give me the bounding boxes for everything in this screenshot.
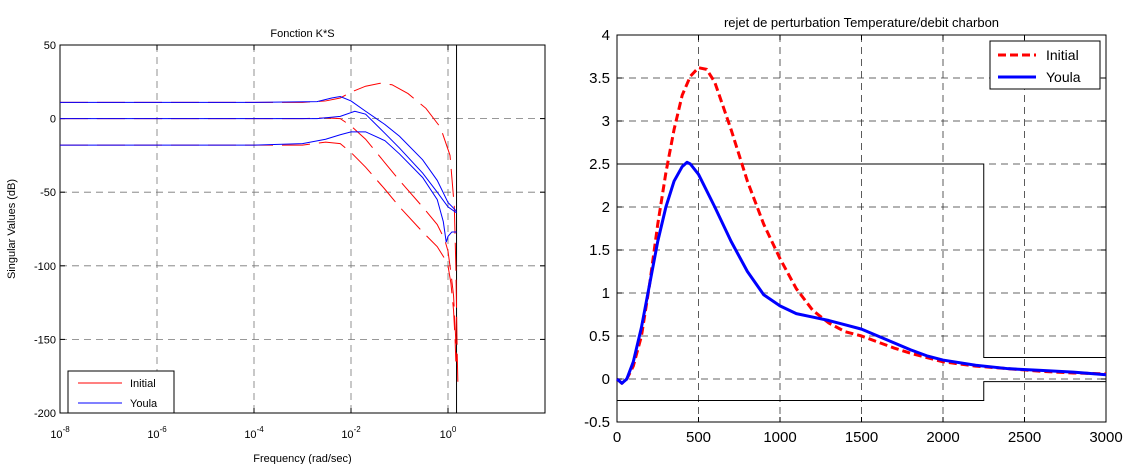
y-tick-label: -0.5	[584, 414, 610, 431]
y-tick-label: 3	[602, 113, 610, 130]
template-lower-bound	[617, 381, 1106, 401]
y-tick-label: -150	[34, 334, 56, 346]
chart-ks-legend-box	[67, 370, 175, 414]
x-tick-label: 10-6	[147, 425, 167, 441]
series-youla	[616, 160, 1107, 385]
chart-rejet-series	[616, 66, 1107, 385]
y-tick-label: 3.5	[589, 70, 610, 87]
chart-ks-ticks: 10-8 10-6 10-4 10-2 100 -200 -150 -100 -50 0 50	[34, 40, 545, 441]
chart-ks-legend: Initial Youla	[67, 370, 175, 414]
x-tick-label: 2000	[926, 429, 959, 446]
chart-ks-frame	[59, 44, 546, 414]
chart-ks-y-axis-label: Singular Values (dB)	[6, 179, 18, 279]
x-tick-label: 0	[613, 429, 621, 446]
chart-ks-title: Fonction K*S	[270, 28, 334, 40]
y-tick-label: 1.5	[589, 242, 610, 259]
chart-rejet-legend: Initial Youla	[989, 40, 1101, 90]
chart-rejet-grid	[617, 35, 1106, 422]
x-tick-label: 10-4	[244, 425, 264, 441]
chart-rejet-ticks: 0 500 1000 1500 2000 2500 3000-0.500.511.522.5…	[584, 27, 1123, 446]
template-upper-bound	[617, 163, 1106, 358]
legend-label-initial: Initial	[130, 378, 156, 390]
series-youla-sv-2	[60, 110, 457, 214]
y-tick-label: -200	[34, 408, 56, 420]
series-youla-sv-1	[60, 96, 457, 212]
y-tick-label: 0	[602, 371, 610, 388]
chart-rejet-title: rejet de perturbation Temperature/debit …	[724, 15, 999, 30]
legend-label-youla: Youla	[130, 398, 158, 410]
chart-rejet-template	[617, 163, 1106, 401]
series-initial-sv-1	[60, 82, 459, 384]
x-tick-label: 1000	[763, 429, 796, 446]
y-tick-label: 1	[602, 285, 610, 302]
y-tick-label: -100	[34, 261, 56, 273]
x-tick-label: 10-8	[50, 425, 70, 441]
x-tick-label: 500	[686, 429, 711, 446]
x-tick-label: 10-2	[341, 425, 361, 441]
chart-rejet-legend-box	[989, 40, 1101, 90]
x-tick-label: 3000	[1089, 429, 1122, 446]
chart-rejet: 0 500 1000 1500 2000 2500 3000-0.500.511.522.5…	[584, 15, 1123, 446]
y-tick-label: 2	[602, 199, 610, 216]
legend-label-initial: Initial	[1046, 47, 1079, 63]
chart-ks-series	[60, 82, 459, 384]
series-youla-sv-3	[60, 131, 457, 243]
series-initial-sv-3	[60, 141, 457, 362]
y-tick-label: 50	[44, 40, 56, 52]
x-tick-label: 1500	[845, 429, 878, 446]
legend-label-youla: Youla	[1046, 69, 1081, 85]
chart-ks: 10-8 10-6 10-4 10-2 100 -200 -150 -100 -50 0 50 Fo…	[6, 28, 546, 465]
x-tick-label: 100	[440, 425, 457, 441]
series-initial	[616, 66, 1107, 385]
x-tick-label: 2500	[1008, 429, 1041, 446]
y-tick-label: 2.5	[589, 156, 610, 173]
series-initial-sv-2	[60, 117, 458, 362]
chart-ks-x-axis-label: Frequency (rad/sec)	[253, 453, 351, 464]
y-tick-label: 0.5	[589, 328, 610, 345]
y-tick-label: 4	[602, 27, 610, 44]
y-tick-label: -50	[40, 187, 56, 199]
y-tick-label: 0	[50, 114, 56, 126]
